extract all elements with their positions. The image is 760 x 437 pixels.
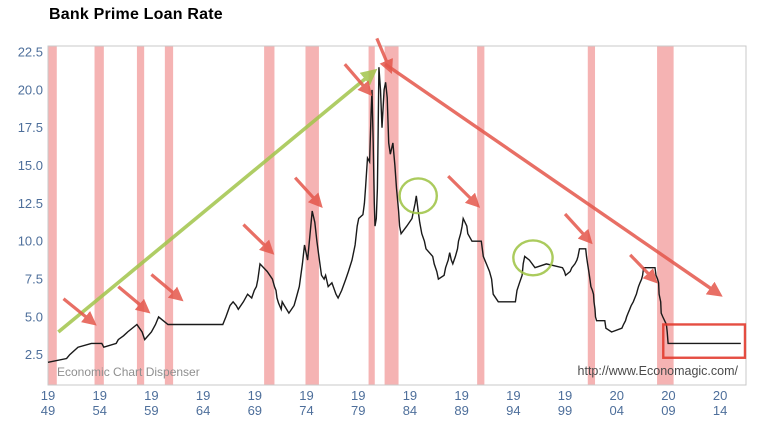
x-tick-label-bottom: 94 bbox=[506, 403, 520, 418]
highlight-box bbox=[662, 323, 747, 359]
uptrend-arrow bbox=[57, 68, 378, 334]
y-tick-label: 5.0 bbox=[25, 309, 43, 324]
highlight-circle bbox=[398, 177, 439, 215]
x-tick-label-top: 19 bbox=[92, 388, 106, 403]
source-url: http://www.Economagic.com/ bbox=[577, 364, 738, 378]
x-tick-label-top: 19 bbox=[351, 388, 365, 403]
peak-arrow bbox=[343, 63, 373, 97]
y-axis-labels: 2.5 5.0 7.5 10.0 12.5 15.0 17.5 20.0 22.5 bbox=[18, 45, 43, 363]
x-tick-label-bottom: 79 bbox=[351, 403, 365, 418]
recession-band bbox=[368, 46, 375, 385]
recession-band bbox=[587, 46, 596, 385]
y-tick-label: 7.5 bbox=[25, 272, 43, 287]
x-tick-label-bottom: 09 bbox=[661, 403, 675, 418]
x-tick-label-top: 20 bbox=[661, 388, 675, 403]
recession-band bbox=[477, 46, 485, 385]
recession-band bbox=[136, 46, 145, 385]
downtrend-arrow bbox=[384, 62, 723, 297]
peak-arrow bbox=[629, 253, 658, 284]
x-tick-label-top: 19 bbox=[558, 388, 572, 403]
y-tick-label: 10.0 bbox=[18, 234, 43, 249]
x-tick-label-top: 19 bbox=[196, 388, 210, 403]
y-tick-label: 20.0 bbox=[18, 82, 43, 97]
x-tick-label-bottom: 69 bbox=[248, 403, 262, 418]
x-tick-label-bottom: 04 bbox=[610, 403, 624, 418]
x-tick-label-bottom: 89 bbox=[454, 403, 468, 418]
x-tick-label-bottom: 49 bbox=[41, 403, 55, 418]
peak-arrow bbox=[447, 175, 481, 208]
chart-title: Bank Prime Loan Rate bbox=[49, 6, 223, 23]
y-tick-label: 12.5 bbox=[18, 196, 43, 211]
peak-arrow bbox=[62, 297, 97, 326]
x-tick-label-bottom: 74 bbox=[299, 403, 313, 418]
x-tick-label-top: 19 bbox=[403, 388, 417, 403]
x-tick-label-bottom: 84 bbox=[403, 403, 417, 418]
x-tick-label-bottom: 54 bbox=[92, 403, 106, 418]
recession-bands bbox=[48, 46, 674, 385]
recession-band bbox=[264, 46, 275, 385]
x-tick-label-bottom: 64 bbox=[196, 403, 210, 418]
highlight-circle bbox=[512, 239, 554, 277]
x-tick-label-bottom: 99 bbox=[558, 403, 572, 418]
recession-band bbox=[94, 46, 104, 385]
y-tick-label: 2.5 bbox=[25, 347, 43, 362]
x-tick-label-top: 19 bbox=[248, 388, 262, 403]
x-tick-label-bottom: 14 bbox=[713, 403, 727, 418]
x-tick-label-top: 20 bbox=[610, 388, 624, 403]
watermark-economic-chart-dispenser: Economic Chart Dispenser bbox=[57, 365, 200, 379]
prime-rate-line bbox=[47, 67, 741, 363]
recession-band bbox=[164, 46, 174, 385]
recession-band bbox=[657, 46, 674, 385]
y-tick-label: 22.5 bbox=[18, 45, 43, 60]
y-tick-label: 15.0 bbox=[18, 158, 43, 173]
x-tick-label-bottom: 59 bbox=[144, 403, 158, 418]
recession-band bbox=[48, 46, 57, 385]
peak-arrow bbox=[117, 285, 151, 314]
peak-arrow bbox=[242, 223, 275, 255]
x-tick-label-top: 20 bbox=[713, 388, 727, 403]
peak-arrow bbox=[563, 212, 593, 245]
x-axis-labels: 1949195419591964196919741979198419891994… bbox=[41, 388, 728, 418]
peak-arrow bbox=[375, 37, 393, 75]
y-tick-label: 17.5 bbox=[18, 120, 43, 135]
x-tick-label-top: 19 bbox=[41, 388, 55, 403]
x-tick-label-top: 19 bbox=[454, 388, 468, 403]
plot-border bbox=[47, 45, 747, 386]
x-tick-label-top: 19 bbox=[299, 388, 313, 403]
peak-arrow bbox=[293, 176, 323, 208]
peak-arrow bbox=[150, 273, 184, 302]
x-tick-label-top: 19 bbox=[506, 388, 520, 403]
x-tick-label-top: 19 bbox=[144, 388, 158, 403]
